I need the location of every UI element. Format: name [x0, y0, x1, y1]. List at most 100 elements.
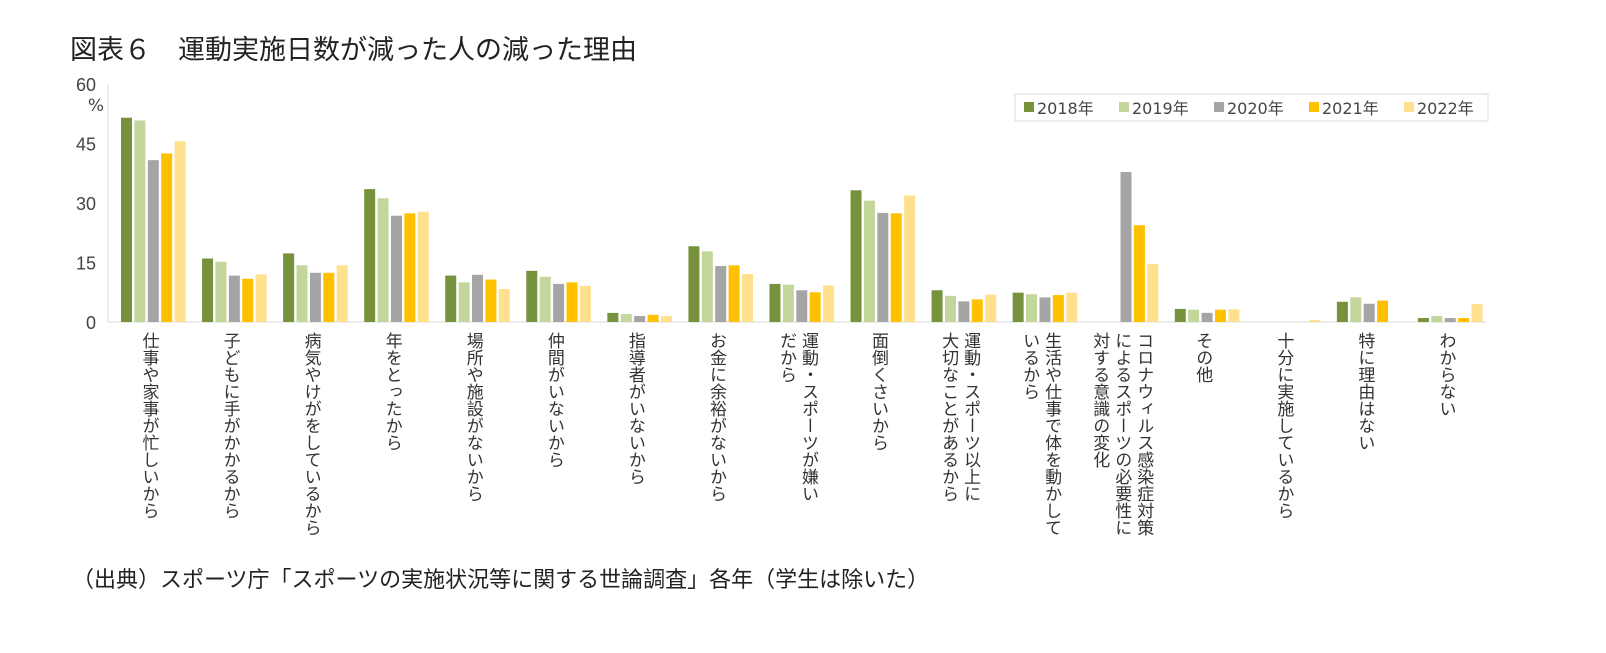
bar-2022年-0 — [174, 141, 186, 322]
bar-2021年-4 — [485, 279, 497, 322]
bar-2019年-8 — [782, 284, 794, 322]
figure-title: 図表６ 運動実施日数が減った人の減った理由 — [70, 35, 637, 66]
bar-2021年-0 — [161, 153, 173, 322]
bar-2020年-11 — [1039, 297, 1051, 322]
x-tick-label: 仕事や家事が忙しいから — [138, 332, 159, 519]
source-note: （出典）スポーツ庁「スポーツの実施状況等に関する世論調査」各年（学生は除いた） — [72, 568, 930, 593]
legend-label: 2018年 — [1037, 99, 1094, 118]
bar-2022年-16 — [1471, 304, 1483, 322]
bar-2018年-9 — [850, 190, 862, 322]
x-tick-label: 子どもに手がかかるから — [219, 332, 240, 519]
x-tick-label: お金に余裕がないから — [705, 332, 726, 502]
x-tick-label: 特に理由はない — [1354, 332, 1375, 451]
x-tick-label: 年をとったから — [381, 332, 402, 451]
bar-2019年-6 — [620, 314, 632, 322]
bar-2022年-6 — [660, 316, 672, 322]
bar-2020年-4 — [472, 274, 484, 322]
x-tick-label: 面倒くさいから — [868, 332, 889, 451]
bar-2019年-7 — [701, 251, 713, 322]
bar-2018年-15 — [1336, 301, 1348, 322]
bar-2018年-3 — [364, 189, 376, 322]
bar-2021年-11 — [1052, 295, 1064, 322]
bar-2018年-6 — [607, 312, 619, 322]
bar-2020年-0 — [147, 160, 159, 322]
x-tick-label: 仲間がいないから — [543, 332, 564, 468]
x-tick-label: 病気やけがをしているから — [300, 332, 321, 536]
bar-2020年-15 — [1363, 303, 1375, 322]
x-tick-label: 場所や施設がないから — [462, 332, 483, 502]
bar-2018年-4 — [445, 275, 457, 322]
bar-2021年-2 — [323, 272, 335, 322]
bar-2020年-16 — [1444, 318, 1456, 322]
bar-2022年-8 — [823, 285, 835, 322]
legend-swatch-2018年 — [1024, 102, 1034, 112]
bar-2018年-2 — [283, 253, 295, 322]
bar-2018年-16 — [1417, 318, 1429, 322]
bar-2018年-13 — [1174, 308, 1186, 322]
bar-2020年-1 — [228, 275, 240, 322]
bar-2021年-8 — [809, 292, 821, 322]
bar-2021年-12 — [1133, 225, 1145, 322]
bar-2019年-9 — [863, 200, 875, 322]
x-tick-label: コロナウィルス感染症対策 によるスポーツの必要性に 対する意識の変化 — [1089, 332, 1154, 536]
bar-2019年-5 — [539, 276, 551, 322]
bar-2022年-11 — [1066, 292, 1078, 322]
bar-2020年-8 — [796, 290, 808, 322]
bar-2022年-9 — [904, 195, 916, 322]
bar-2022年-5 — [579, 285, 591, 322]
bar-2021年-13 — [1214, 309, 1226, 322]
bar-2021年-5 — [566, 282, 578, 322]
bar-2018年-1 — [202, 258, 214, 322]
bar-2020年-13 — [1201, 312, 1213, 322]
bar-2019年-15 — [1350, 297, 1362, 322]
x-tick-label: 運動・スポーツ以上に 大切なことがあるから — [938, 332, 981, 502]
bar-2019年-13 — [1188, 309, 1200, 322]
bar-2019年-4 — [458, 282, 470, 322]
bar-2021年-1 — [242, 278, 254, 322]
bar-2022年-4 — [498, 289, 510, 322]
legend-label: 2020年 — [1227, 99, 1284, 118]
bar-2020年-6 — [634, 316, 646, 322]
legend-label: 2022年 — [1417, 99, 1474, 118]
bar-2020年-9 — [877, 212, 889, 322]
x-tick-label: 生活や仕事で体を動かして いるから — [1019, 332, 1062, 536]
x-tick-label: 指導者がいないから — [624, 332, 645, 485]
bar-2018年-7 — [688, 246, 700, 322]
x-tick-label: 運動・スポーツが嫌い だから — [776, 332, 818, 502]
bar-2021年-10 — [971, 299, 983, 322]
bar-2019年-2 — [296, 265, 308, 322]
bar-2019年-11 — [1026, 294, 1038, 322]
bar-2018年-11 — [1012, 292, 1024, 322]
bar-2022年-1 — [255, 274, 267, 322]
legend-swatch-2022年 — [1404, 102, 1414, 112]
y-tick-label: 0 — [86, 313, 96, 333]
bar-2022年-10 — [985, 294, 997, 322]
bar-2020年-12 — [1120, 172, 1132, 322]
bar-2021年-6 — [647, 314, 659, 322]
bar-2022年-7 — [742, 274, 754, 322]
y-tick-label: 45 — [76, 135, 96, 155]
x-tick-label: わからない — [1435, 332, 1456, 417]
bar-2021年-9 — [890, 213, 902, 322]
bar-2021年-15 — [1377, 300, 1389, 322]
bar-2019年-3 — [377, 198, 389, 322]
legend-swatch-2021年 — [1309, 102, 1319, 112]
bar-2019年-16 — [1431, 316, 1443, 322]
bar-2021年-16 — [1458, 318, 1470, 322]
bar-2018年-0 — [121, 117, 132, 322]
legend-swatch-2020年 — [1214, 102, 1224, 112]
bar-2022年-3 — [417, 211, 429, 322]
bar-2019年-0 — [134, 120, 146, 322]
bar-2019年-1 — [215, 261, 227, 322]
bar-2020年-7 — [715, 266, 727, 322]
bar-2019年-10 — [944, 295, 956, 322]
y-axis-unit: % — [88, 96, 104, 116]
bar-2022年-14 — [1309, 320, 1321, 322]
bar-2022年-12 — [1147, 264, 1159, 322]
y-tick-label: 60 — [76, 75, 96, 95]
bar-2020年-2 — [309, 272, 321, 322]
x-tick-label: 十分に実施しているから — [1273, 332, 1294, 519]
legend-label: 2021年 — [1322, 99, 1379, 118]
bar-2020年-10 — [958, 301, 970, 322]
